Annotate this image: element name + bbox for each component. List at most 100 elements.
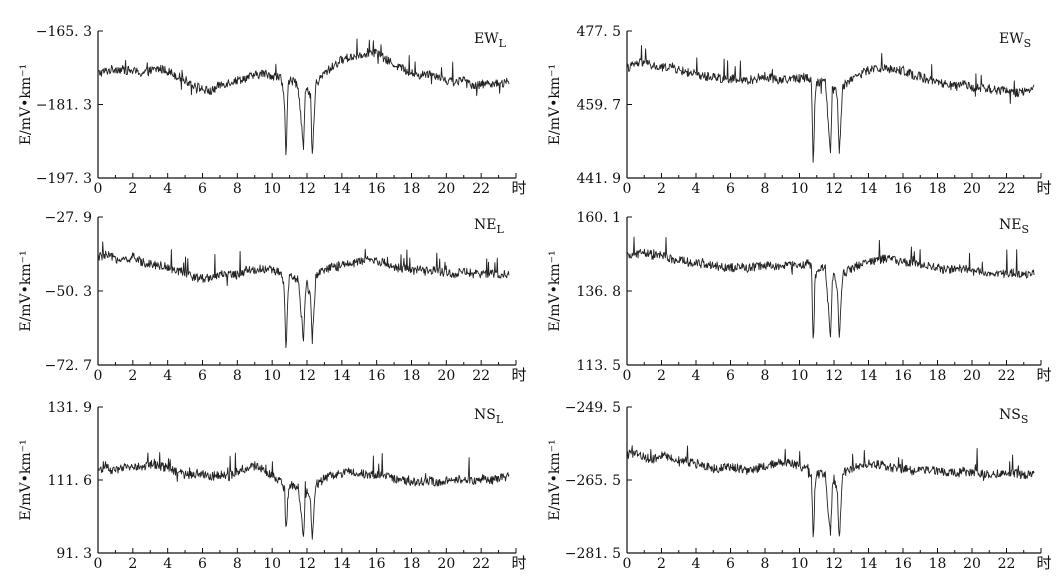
x-tick-label: 14	[860, 368, 878, 384]
panel-label-main: EW	[474, 31, 499, 47]
y-tick-label: 477. 5	[576, 24, 621, 40]
x-tick-label: 12	[298, 181, 316, 197]
x-tick-label: 4	[163, 556, 172, 572]
x-tick-label: 10	[791, 556, 809, 572]
y-axis-title: E/mV•km⁻¹	[547, 439, 563, 520]
x-unit-label: 时	[1036, 179, 1051, 197]
y-tick-label: 113. 5	[576, 358, 621, 374]
x-tick-label: 2	[657, 556, 666, 572]
chart-panel-nsl: 131. 9 111. 6 91. 30 2 4 6 8 10 12 14 16 18 20 22 时 E/m…	[18, 400, 527, 572]
x-tick-label: 14	[860, 556, 878, 572]
panel-label-sub: S	[1024, 37, 1032, 50]
x-tick-label: 18	[929, 368, 947, 384]
y-axis-title: E/mV•km⁻¹	[18, 64, 34, 145]
y-axis-title: E/mV•km⁻¹	[547, 64, 563, 145]
y-tick-label: 91. 3	[56, 546, 92, 562]
y-tick-label: 136. 8	[576, 284, 621, 300]
x-tick-label: 6	[198, 556, 207, 572]
panel-label-sub: L	[496, 223, 504, 236]
x-unit-label: 时	[511, 179, 526, 197]
x-tick-label: 20	[437, 181, 455, 197]
x-tick-label: 0	[623, 556, 632, 572]
panel-label-sub: S	[1021, 413, 1029, 426]
x-tick-label: 22	[998, 556, 1016, 572]
x-tick-label: 22	[998, 181, 1016, 197]
x-unit-label: 时	[511, 366, 526, 384]
x-tick-label: 10	[791, 181, 809, 197]
y-tick-label: 111. 6	[47, 473, 92, 489]
chart-panel-nel: −27. 9 −50. 3 −72. 70 2 4 6 8 10 12 14 16 18 20 22 时 E/…	[18, 210, 527, 384]
x-tick-label: 0	[94, 181, 103, 197]
x-tick-label: 14	[333, 368, 351, 384]
panel-label-sub: L	[499, 37, 507, 50]
chart-panel-nes: 160. 1 136. 8 113. 50 2 4 6 8 10 12 14 16 18 20 22 时 E/…	[547, 210, 1052, 384]
x-tick-label: 16	[894, 181, 912, 197]
x-tick-label: 6	[198, 181, 207, 197]
y-tick-label: −72. 7	[45, 358, 92, 374]
series-line	[97, 452, 510, 540]
x-tick-label: 4	[163, 181, 172, 197]
y-tick-label: 459. 7	[576, 98, 621, 114]
y-tick-label: −181. 3	[36, 98, 92, 114]
x-tick-label: 20	[963, 368, 981, 384]
x-tick-label: 18	[403, 368, 421, 384]
x-tick-label: 20	[437, 368, 455, 384]
panel-label-main: NS	[999, 407, 1021, 423]
x-tick-label: 2	[128, 556, 137, 572]
x-tick-label: 10	[791, 368, 809, 384]
x-tick-label: 2	[128, 368, 137, 384]
x-tick-label: 6	[726, 181, 735, 197]
x-tick-label: 12	[825, 181, 843, 197]
x-tick-label: 18	[929, 181, 947, 197]
chart-panel-nss: −249. 5 −265. 5 −281. 50 2 4 6 8 10 12 14 16 18 20 22…	[547, 400, 1052, 572]
x-tick-label: 0	[94, 556, 103, 572]
x-tick-label: 6	[726, 368, 735, 384]
x-tick-label: 6	[726, 556, 735, 572]
x-tick-label: 20	[963, 181, 981, 197]
x-tick-label: 12	[825, 368, 843, 384]
panel-label: EWS	[999, 31, 1031, 50]
y-axis-title: E/mV•km⁻¹	[547, 250, 563, 331]
x-tick-label: 4	[692, 556, 701, 572]
x-tick-label: 0	[623, 368, 632, 384]
x-tick-label: 4	[163, 368, 172, 384]
x-tick-label: 16	[368, 368, 386, 384]
x-tick-label: 10	[263, 181, 281, 197]
panel-label-sub: S	[1021, 223, 1029, 236]
x-tick-label: 18	[403, 556, 421, 572]
x-tick-label: 16	[368, 181, 386, 197]
y-axis-title: E/mV•km⁻¹	[18, 250, 34, 331]
x-tick-label: 14	[860, 181, 878, 197]
x-tick-label: 8	[233, 368, 242, 384]
x-tick-label: 14	[333, 556, 351, 572]
panel-label-sub: L	[496, 413, 504, 426]
x-tick-label: 22	[472, 556, 490, 572]
x-tick-label: 4	[692, 368, 701, 384]
x-tick-label: 8	[233, 181, 242, 197]
panel-label-main: NE	[474, 217, 496, 233]
x-tick-label: 8	[233, 556, 242, 572]
x-tick-label: 22	[472, 368, 490, 384]
y-tick-label: −165. 3	[36, 24, 92, 40]
x-tick-label: 10	[263, 556, 281, 572]
x-tick-label: 16	[368, 556, 386, 572]
chart-panel-ewl: −165. 3 −181. 3 −197. 30 2 4 6 8 10 12 14 16 18 20 22…	[18, 24, 527, 197]
chart-panel-ews: 477. 5 459. 7 441. 90 2 4 6 8 10 12 14 16 18 20 22 时 E/…	[547, 24, 1052, 197]
series-line	[97, 38, 510, 156]
x-tick-label: 22	[472, 181, 490, 197]
x-tick-label: 0	[94, 368, 103, 384]
panel-label: EWL	[474, 31, 507, 50]
panel-label-main: NE	[999, 217, 1021, 233]
y-tick-label: −249. 5	[565, 400, 621, 416]
x-unit-label: 时	[1036, 554, 1051, 572]
series-line	[626, 236, 1035, 339]
y-axis-title: E/mV•km⁻¹	[18, 439, 34, 520]
series-line	[97, 241, 510, 349]
x-tick-label: 8	[761, 556, 770, 572]
y-tick-label: −27. 9	[45, 210, 92, 226]
y-tick-label: 441. 9	[576, 171, 621, 187]
x-tick-label: 14	[333, 181, 351, 197]
series-line	[626, 44, 1035, 163]
x-tick-label: 20	[963, 556, 981, 572]
x-tick-label: 16	[894, 556, 912, 572]
